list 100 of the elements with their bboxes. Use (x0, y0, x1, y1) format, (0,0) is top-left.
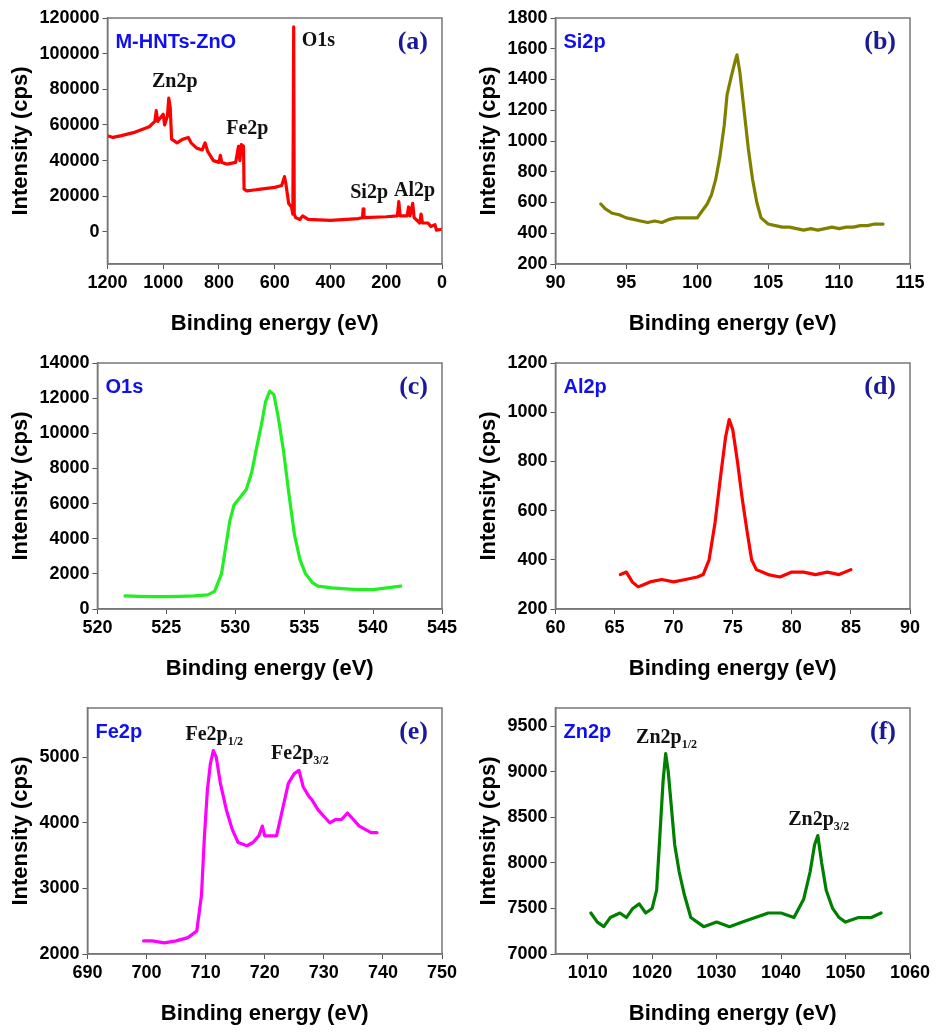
y-tick-label: 20000 (49, 185, 100, 206)
y-tick-label: 1200 (507, 99, 548, 120)
y-axis-title: Intensity (cps) (475, 66, 501, 216)
y-tick-label: 100000 (39, 42, 100, 63)
x-tick-label: 60 (545, 616, 566, 637)
x-tick-label: 540 (358, 616, 389, 637)
x-axis-title: Binding energy (eV) (170, 309, 379, 335)
y-tick-label: 8500 (507, 806, 548, 827)
y-tick-label: 80000 (49, 78, 100, 99)
y-tick-label: 400 (517, 222, 548, 243)
x-tick-label: 1060 (889, 961, 931, 982)
y-tick-label: 14000 (39, 351, 90, 372)
x-tick-label: 1050 (825, 961, 866, 982)
x-tick-label: 530 (220, 616, 251, 637)
y-tick-label: 800 (517, 160, 548, 181)
annotation: Fe2p (226, 115, 269, 139)
annotation: Fe2p (95, 719, 143, 742)
x-tick-label: 95 (616, 271, 637, 292)
y-tick-label: 3000 (39, 877, 80, 898)
x-tick-label: 110 (824, 271, 854, 292)
x-tick-label: 750 (426, 961, 458, 982)
y-tick-label: 600 (517, 499, 548, 520)
x-tick-label: 200 (371, 271, 402, 292)
annotation: Al2p (563, 374, 607, 397)
annotation: Zn2p (563, 719, 612, 742)
x-tick-label: 105 (753, 271, 784, 292)
x-tick-label: 740 (367, 961, 398, 982)
x-tick-label: 700 (131, 961, 162, 982)
y-axis-title: Intensity (cps) (7, 411, 33, 561)
annotation: M-HNTs-ZnO (115, 29, 237, 52)
x-tick-label: 720 (249, 961, 280, 982)
x-tick-label: 0 (436, 271, 448, 292)
y-tick-label: 0 (89, 220, 100, 241)
annotation: Si2p (563, 29, 606, 52)
y-tick-label: 120000 (39, 6, 100, 27)
y-tick-label: 1400 (507, 68, 548, 89)
y-tick-label: 800 (517, 450, 548, 471)
x-tick-label: 1030 (696, 961, 737, 982)
x-tick-label: 400 (315, 271, 346, 292)
y-tick-label: 4000 (39, 811, 80, 832)
x-tick-label: 1010 (567, 961, 608, 982)
y-tick-label: 60000 (49, 113, 100, 134)
y-tick-label: 1800 (507, 6, 548, 27)
y-tick-label: 2000 (49, 562, 90, 583)
x-tick-label: 525 (151, 616, 182, 637)
annotation: (a) (397, 25, 428, 55)
x-tick-label: 90 (899, 616, 921, 637)
annotation: Al2p (393, 178, 436, 202)
x-tick-label: 520 (82, 616, 113, 637)
annotation: Si2p (350, 179, 389, 203)
x-tick-label: 115 (895, 271, 925, 292)
x-tick-label: 690 (72, 961, 103, 982)
x-tick-label: 90 (545, 271, 566, 292)
annotation: (b) (864, 25, 896, 55)
y-tick-label: 1600 (507, 37, 548, 58)
y-tick-label: 4000 (49, 527, 90, 548)
x-axis-title: Binding energy (eV) (165, 654, 374, 680)
y-tick-label: 9500 (507, 715, 548, 736)
y-axis-title: Intensity (cps) (7, 66, 33, 216)
x-tick-label: 730 (308, 961, 339, 982)
y-axis-title: Intensity (cps) (7, 756, 33, 906)
y-tick-label: 8000 (507, 851, 548, 872)
y-axis-title: Intensity (cps) (475, 411, 501, 561)
x-tick-label: 710 (190, 961, 221, 982)
y-tick-label: 0 (79, 597, 90, 618)
x-tick-label: 85 (840, 616, 861, 637)
y-tick-label: 6000 (49, 492, 90, 513)
x-tick-label: 70 (663, 616, 684, 637)
annotation: (c) (399, 370, 428, 400)
y-axis-title: Intensity (cps) (475, 756, 501, 906)
y-tick-label: 7500 (507, 897, 548, 918)
y-tick-label: 9000 (507, 760, 548, 781)
y-tick-label: 5000 (39, 746, 80, 767)
x-tick-label: 535 (289, 616, 320, 637)
y-tick-label: 12000 (39, 387, 90, 408)
y-tick-label: 1200 (507, 351, 548, 372)
x-tick-label: 1040 (761, 961, 802, 982)
y-tick-label: 8000 (49, 457, 90, 478)
x-tick-label: 75 (722, 616, 743, 637)
y-tick-label: 600 (517, 191, 548, 212)
x-axis-title: Binding energy (eV) (160, 999, 369, 1025)
y-tick-label: 200 (517, 597, 548, 618)
y-tick-label: 40000 (49, 149, 100, 170)
annotation: (d) (864, 370, 896, 400)
y-tick-label: 2000 (39, 942, 80, 963)
x-tick-label: 600 (259, 271, 290, 292)
y-tick-label: 200 (517, 252, 548, 273)
x-tick-label: 1020 (632, 961, 673, 982)
x-tick-label: 100 (682, 271, 713, 292)
x-tick-label: 80 (781, 616, 802, 637)
y-tick-label: 1000 (507, 401, 548, 422)
x-axis-title: Binding energy (eV) (628, 309, 837, 335)
x-tick-label: 545 (426, 616, 458, 637)
annotation: (f) (870, 715, 896, 745)
y-tick-label: 400 (517, 548, 548, 569)
annotation: (e) (399, 715, 428, 745)
y-tick-label: 1000 (507, 129, 548, 150)
x-tick-label: 800 (203, 271, 234, 292)
annotation: O1s (105, 374, 144, 397)
annotation: Zn2p (152, 69, 198, 93)
